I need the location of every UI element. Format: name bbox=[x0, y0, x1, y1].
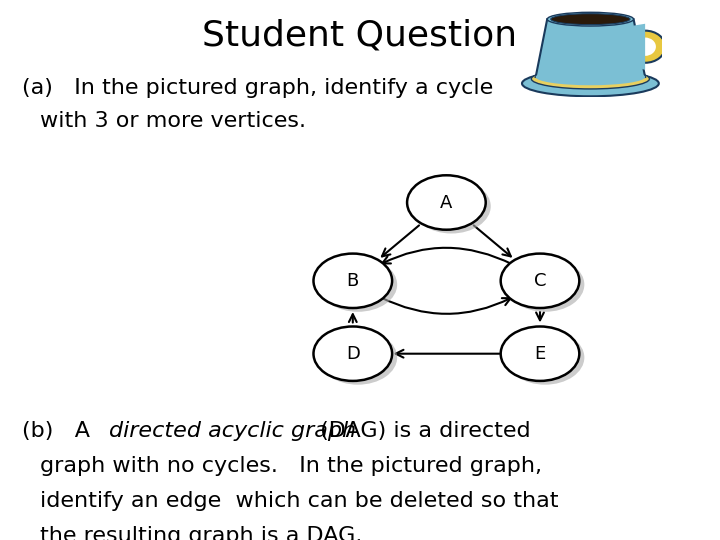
Text: identify an edge  which can be deleted so that: identify an edge which can be deleted so… bbox=[40, 491, 558, 511]
Text: D: D bbox=[346, 345, 360, 363]
Text: (b)   A: (b) A bbox=[22, 421, 96, 441]
Ellipse shape bbox=[500, 254, 580, 308]
Text: C: C bbox=[534, 272, 546, 290]
Text: (a)   In the pictured graph, identify a cycle: (a) In the pictured graph, identify a cy… bbox=[22, 78, 493, 98]
Ellipse shape bbox=[313, 327, 392, 381]
Text: Student Question: Student Question bbox=[202, 19, 518, 53]
Ellipse shape bbox=[407, 176, 486, 230]
Ellipse shape bbox=[318, 258, 397, 312]
Text: A: A bbox=[440, 193, 453, 212]
Ellipse shape bbox=[500, 327, 580, 381]
Ellipse shape bbox=[625, 31, 665, 63]
Ellipse shape bbox=[412, 179, 491, 233]
Ellipse shape bbox=[547, 12, 634, 26]
Text: with 3 or more vertices.: with 3 or more vertices. bbox=[40, 111, 305, 131]
Ellipse shape bbox=[505, 330, 585, 384]
Ellipse shape bbox=[505, 258, 585, 312]
Text: (DAG) is a directed: (DAG) is a directed bbox=[313, 421, 531, 441]
Text: directed acyclic graph: directed acyclic graph bbox=[109, 421, 356, 441]
Ellipse shape bbox=[536, 69, 645, 85]
Text: graph with no cycles.   In the pictured graph,: graph with no cycles. In the pictured gr… bbox=[40, 456, 541, 476]
Ellipse shape bbox=[551, 14, 630, 25]
Polygon shape bbox=[536, 19, 645, 77]
Polygon shape bbox=[634, 24, 645, 70]
Text: B: B bbox=[346, 272, 359, 290]
Ellipse shape bbox=[634, 37, 656, 56]
Ellipse shape bbox=[522, 71, 659, 96]
Text: the resulting graph is a DAG.: the resulting graph is a DAG. bbox=[40, 526, 362, 540]
Ellipse shape bbox=[318, 330, 397, 384]
Ellipse shape bbox=[313, 254, 392, 308]
Ellipse shape bbox=[531, 69, 649, 89]
Text: E: E bbox=[534, 345, 546, 363]
